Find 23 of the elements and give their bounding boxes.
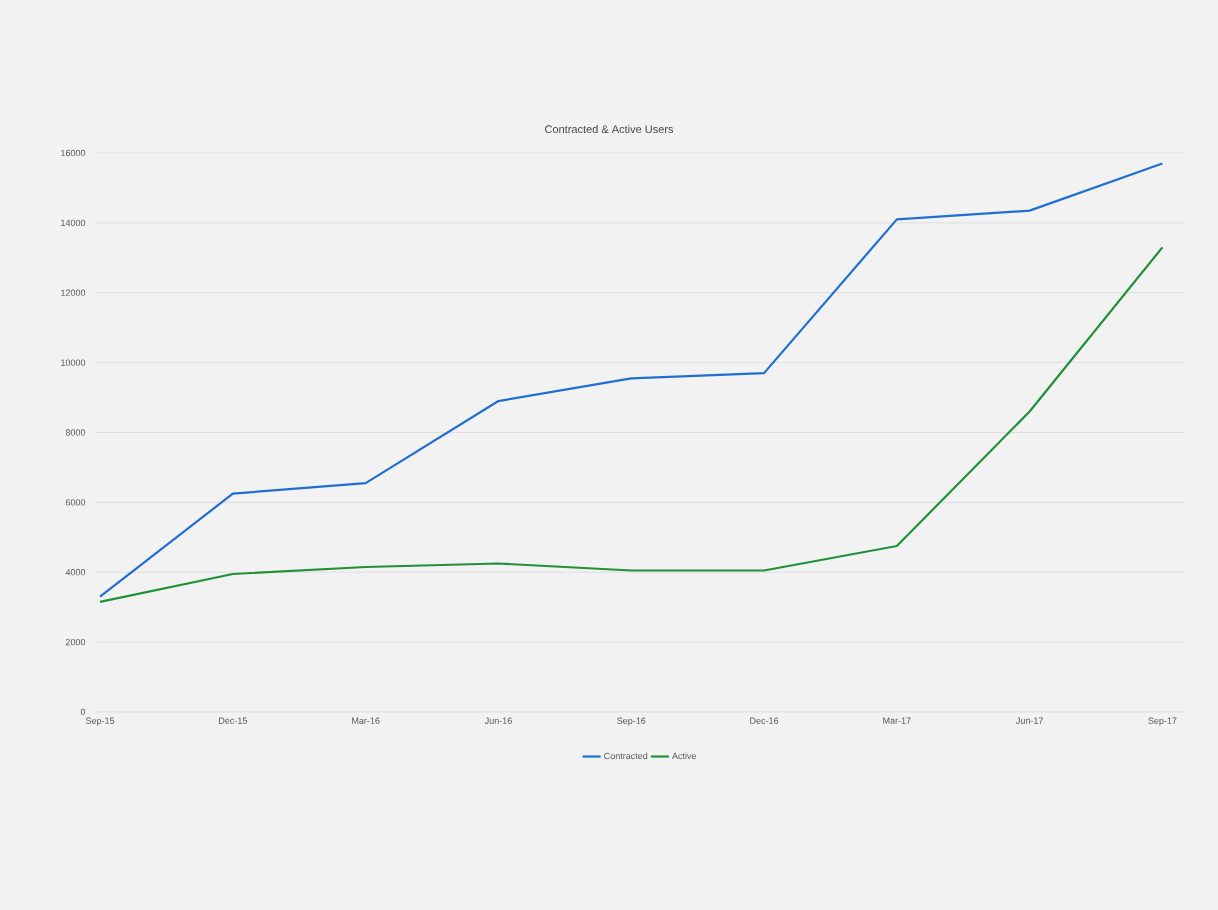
- line-series: [98, 246, 1164, 604]
- y-tick-label: 10000: [61, 359, 86, 366]
- x-tick-label: Mar-16: [352, 717, 380, 724]
- y-tick-label: 2000: [65, 638, 86, 646]
- x-tick-label: Mar-17: [883, 717, 911, 724]
- chart-title: Contracted & Active Users: [545, 125, 674, 134]
- y-tick-label: 8000: [65, 429, 86, 436]
- y-tick-label: 12000: [61, 289, 86, 296]
- x-tick-label: Sep-17: [1148, 717, 1177, 726]
- x-tick-label: Jun-16: [484, 717, 512, 724]
- x-tick-label: Dec-16: [750, 717, 779, 724]
- x-tick-label: Dec-15: [219, 717, 247, 724]
- line-series: [98, 162, 1164, 598]
- x-tick-label: Sep-16: [617, 717, 646, 726]
- y-tick-label: 14000: [61, 219, 86, 227]
- legend-label: Active: [671, 752, 697, 760]
- y-tick-label: 6000: [65, 499, 86, 506]
- y-tick-label: 4000: [65, 569, 86, 576]
- y-tick-label: 0: [80, 708, 86, 716]
- y-tick-label: 16000: [61, 149, 86, 157]
- x-tick-label: Jun-17: [1016, 717, 1043, 724]
- legend-label: Contracted: [604, 752, 648, 760]
- x-tick-label: Sep-15: [85, 717, 115, 726]
